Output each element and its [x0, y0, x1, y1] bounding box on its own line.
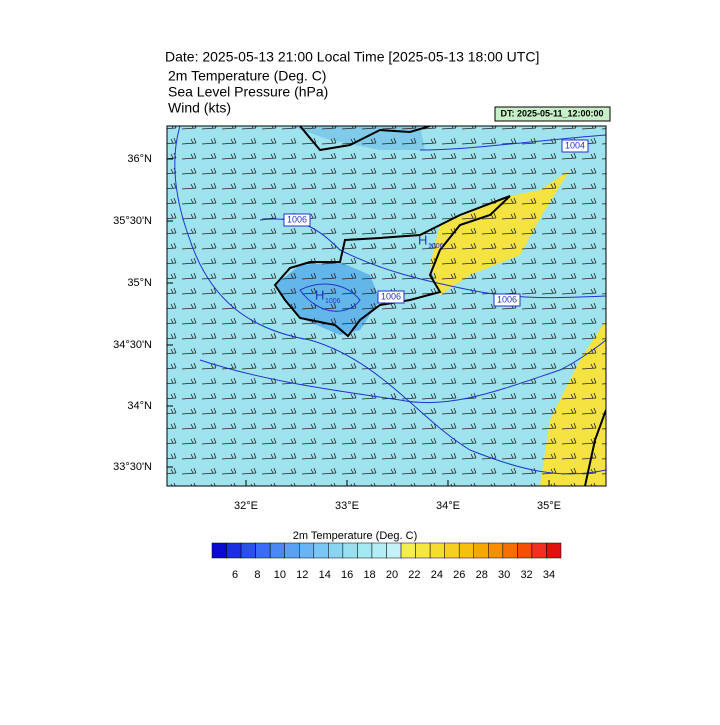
- colorbar-box: [386, 542, 402, 559]
- colorbar-title: 2m Temperature (Deg. C): [293, 530, 418, 542]
- high-symbol: H: [315, 287, 324, 302]
- map-field: [167, 126, 606, 486]
- lat-label: 33°30'N: [113, 461, 152, 473]
- colorbar-label: 30: [498, 569, 510, 581]
- colorbar-label: 14: [319, 569, 331, 581]
- field-label: Wind (kts): [168, 100, 231, 116]
- contour-label: 1004: [565, 140, 585, 150]
- colorbar-box: [517, 542, 533, 559]
- colorbar-box: [473, 542, 489, 559]
- lon-label: 34°E: [436, 500, 460, 512]
- dt-box: [494, 106, 611, 122]
- colorbar-box: [502, 542, 518, 559]
- high-value: 1006: [325, 298, 341, 305]
- contour-label: 1006: [287, 214, 307, 224]
- lon-label: 33°E: [335, 500, 359, 512]
- colorbar-label: 32: [520, 569, 532, 581]
- lat-label: 35°N: [127, 277, 152, 289]
- colorbar-label: 28: [476, 569, 488, 581]
- lon-label: 35°E: [537, 500, 561, 512]
- colorbar-box: [371, 542, 387, 559]
- contour-label-box: [493, 293, 521, 307]
- colorbar-box: [488, 542, 504, 559]
- colorbar-box: [400, 542, 416, 559]
- colorbar-label: 8: [254, 569, 260, 581]
- colorbar-box: [444, 542, 460, 559]
- map-frame: [166, 125, 607, 487]
- field-label: 2m Temperature (Deg. C): [168, 68, 326, 84]
- colorbar-box: [211, 542, 227, 559]
- colorbar-label: 12: [296, 569, 308, 581]
- high-value: 1006: [428, 243, 444, 250]
- colorbar-box: [415, 542, 431, 559]
- high-symbol: H: [418, 232, 427, 247]
- contour-label: 1006: [497, 294, 517, 304]
- colorbar-box: [328, 542, 344, 559]
- colorbar-label: 6: [232, 569, 238, 581]
- colorbar-box: [429, 542, 445, 559]
- colorbar-label: 24: [431, 569, 443, 581]
- colorbar-box: [269, 542, 285, 559]
- colorbar-label: 34: [543, 569, 555, 581]
- colorbar-box: [357, 542, 373, 559]
- colorbar-box: [531, 542, 547, 559]
- colorbar-box: [458, 542, 475, 559]
- contour-label-box: [561, 139, 589, 153]
- colorbar-box: [313, 542, 329, 559]
- colorbar-label: 22: [408, 569, 420, 581]
- dt-label: DT: 2025-05-11_12:00:00: [500, 108, 603, 118]
- lat-label: 36°N: [127, 153, 152, 165]
- date-line: Date: 2025-05-13 21:00 Local Time [2025-…: [165, 49, 539, 65]
- colorbar-box: [226, 542, 242, 559]
- colorbar-box: [284, 542, 300, 559]
- lat-label: 35°30'N: [113, 215, 152, 227]
- colorbar-box: [299, 542, 315, 559]
- lat-label: 34°30'N: [113, 339, 152, 351]
- lon-label: 32°E: [234, 500, 258, 512]
- colorbar-box: [255, 542, 271, 559]
- contour-label: 1006: [381, 291, 401, 301]
- colorbar-box: [546, 542, 562, 559]
- colorbar-label: 10: [274, 569, 286, 581]
- field-label: Sea Level Pressure (hPa): [168, 84, 328, 100]
- colorbar-box: [240, 542, 256, 559]
- colorbar-label: 20: [386, 569, 398, 581]
- colorbar-label: 18: [363, 569, 375, 581]
- colorbar-box: [342, 542, 358, 559]
- lat-label: 34°N: [127, 400, 152, 412]
- contour-label-box: [377, 290, 405, 304]
- colorbar-label: 26: [453, 569, 465, 581]
- colorbar-label: 16: [341, 569, 353, 581]
- contour-label-box: [283, 213, 311, 227]
